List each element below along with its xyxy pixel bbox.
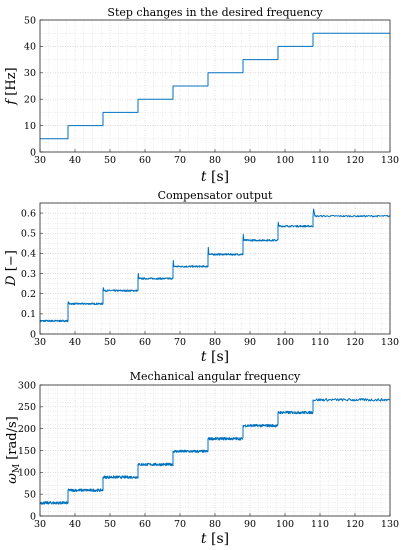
x-tick-label: 70: [174, 519, 186, 530]
x-tick-label: 100: [276, 337, 294, 348]
y-tick-label: 0.5: [21, 229, 36, 240]
x-tick-label: 50: [104, 519, 116, 530]
x-tick-label: 70: [174, 155, 186, 166]
data-series-line: [39, 208, 391, 323]
x-tick-label: 120: [346, 519, 364, 530]
x-tick-label: 30: [34, 155, 46, 166]
y-axis-label: D [−]: [4, 250, 19, 287]
x-tick-label: 130: [381, 337, 399, 348]
data-series-line: [40, 32, 390, 140]
x-tick-label: 90: [244, 155, 256, 166]
y-tick-label: 0.3: [21, 269, 36, 280]
x-tick-label: 50: [104, 155, 116, 166]
y-tick-label: 0.2: [21, 289, 36, 300]
x-tick-label: 60: [139, 155, 151, 166]
panel-angular-frequency: Mechanical angular frequency 30 40 50 60 70 8…: [5, 370, 399, 547]
panel-compensator: Compensator output 30 40 50 60 70 80 90 100 110 1…: [4, 189, 399, 365]
y-axis-label: f [Hz]: [4, 67, 19, 105]
x-tick-label: 110: [311, 155, 329, 166]
x-tick-label: 40: [69, 155, 81, 166]
x-tick-label: 30: [34, 519, 46, 530]
x-tick-label: 80: [209, 155, 221, 166]
x-tick-label: 30: [34, 337, 46, 348]
y-tick-label: 0: [30, 147, 36, 158]
y-tick-label: 0: [30, 511, 36, 522]
y-tick-label: 200: [18, 424, 36, 435]
panel-title: Mechanical angular frequency: [130, 370, 301, 383]
panel-frequency: Step changes in the desired frequency 30…: [4, 6, 399, 185]
panel-title: Compensator output: [158, 189, 273, 202]
x-tick-label: 50: [104, 337, 116, 348]
y-tick-label: 0.1: [21, 309, 36, 320]
y-axis-label: ωM [rad/s]: [5, 416, 22, 483]
y-tick-label: 30: [24, 68, 36, 79]
x-tick-label: 70: [174, 337, 186, 348]
x-tick-label: 130: [381, 155, 399, 166]
y-tick-label: 0.6: [21, 208, 36, 219]
y-tick-label: 250: [18, 402, 36, 413]
x-tick-label: 80: [209, 337, 221, 348]
x-tick-label: 90: [244, 519, 256, 530]
x-tick-label: 120: [346, 337, 364, 348]
x-axis-label: t [s]: [201, 531, 229, 547]
x-axis-label: t [s]: [201, 349, 229, 365]
x-tick-label: 90: [244, 337, 256, 348]
panel-title: Step changes in the desired frequency: [107, 6, 323, 19]
x-tick-label: 130: [381, 519, 399, 530]
x-tick-label: 40: [69, 519, 81, 530]
y-tick-label: 300: [18, 380, 36, 391]
data-series-line: [39, 398, 391, 505]
y-tick-label: 0.4: [21, 249, 36, 260]
y-tick-label: 0: [30, 329, 36, 340]
y-tick-label: 100: [18, 468, 36, 479]
x-tick-label: 80: [209, 519, 221, 530]
y-tick-label: 10: [24, 121, 36, 132]
x-tick-label: 120: [346, 155, 364, 166]
x-tick-label: 60: [139, 337, 151, 348]
x-tick-label: 60: [139, 519, 151, 530]
x-tick-label: 100: [276, 519, 294, 530]
y-tick-label: 50: [24, 489, 36, 500]
y-tick-label: 150: [18, 446, 36, 457]
y-tick-label: 20: [24, 95, 36, 106]
x-axis-label: t [s]: [201, 169, 229, 185]
x-tick-label: 40: [69, 337, 81, 348]
x-tick-label: 100: [276, 155, 294, 166]
x-tick-label: 110: [311, 337, 329, 348]
y-tick-label: 50: [24, 15, 36, 26]
y-tick-label: 40: [24, 42, 36, 53]
x-tick-label: 110: [311, 519, 329, 530]
